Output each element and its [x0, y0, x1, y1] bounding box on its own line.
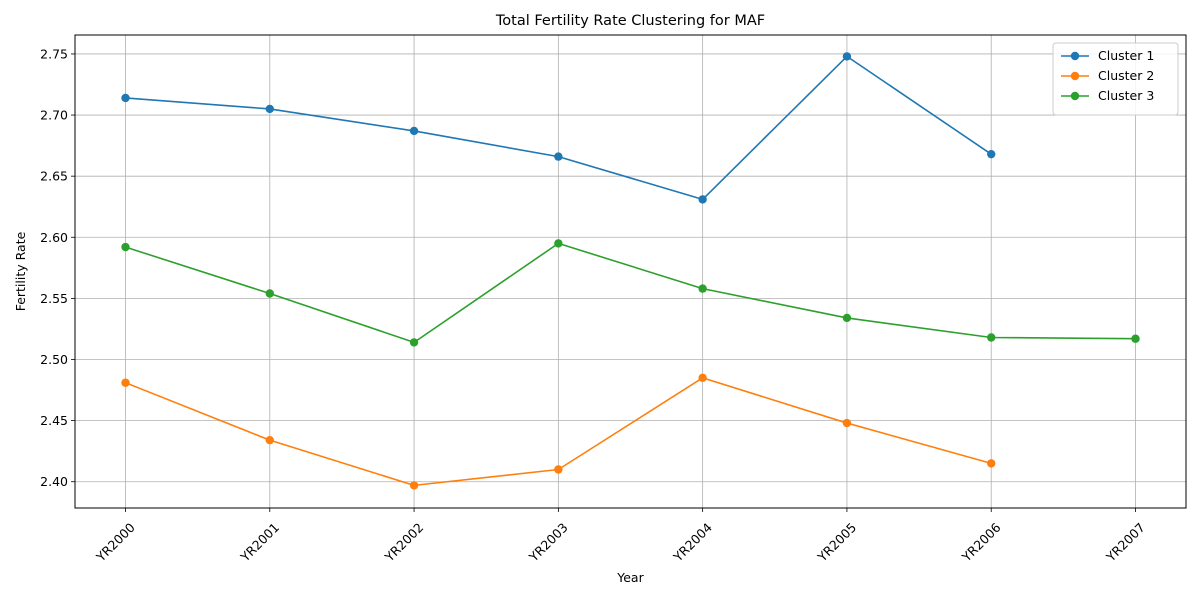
y-axis-label: Fertility Rate: [13, 231, 28, 311]
data-point-cluster-2: [265, 435, 274, 445]
y-tick-label: 2.40: [40, 474, 68, 489]
data-point-cluster-1: [554, 152, 563, 161]
legend-label-cluster-2: Cluster 2: [1098, 68, 1154, 83]
grid: [75, 35, 1186, 508]
plot-frame: [74, 34, 1187, 509]
legend-marker-cluster-1: [1070, 51, 1080, 61]
y-tick-label: 2.65: [40, 169, 68, 184]
data-point-cluster-1: [121, 93, 130, 103]
series-group: [121, 52, 1140, 490]
x-axis-label: Year: [616, 570, 644, 585]
data-point-cluster-2: [987, 459, 996, 468]
data-point-cluster-3: [554, 239, 563, 248]
y-tick-label: 2.50: [40, 352, 68, 367]
y-tick-label: 2.75: [40, 46, 68, 61]
data-point-cluster-1: [842, 52, 852, 61]
data-point-cluster-3: [842, 313, 852, 323]
data-point-cluster-1: [265, 104, 274, 114]
data-point-cluster-2: [698, 373, 707, 383]
data-point-cluster-3: [265, 289, 274, 298]
data-point-cluster-2: [842, 418, 852, 428]
y-tick-label: 2.60: [40, 230, 68, 245]
legend-marker-cluster-3: [1070, 91, 1080, 101]
legend-label-cluster-3: Cluster 3: [1098, 88, 1154, 103]
data-point-cluster-2: [409, 481, 419, 490]
legend-marker-cluster-2: [1070, 71, 1080, 81]
chart-title: Total Fertility Rate Clustering for MAF: [495, 13, 765, 29]
data-point-cluster-2: [121, 378, 130, 387]
y-tick-label: 2.55: [40, 291, 68, 306]
data-point-cluster-1: [987, 149, 996, 159]
data-point-cluster-3: [121, 242, 130, 252]
legend-box: [1052, 42, 1179, 116]
y-tick-label: 2.70: [40, 108, 68, 123]
data-point-cluster-3: [698, 284, 707, 293]
data-point-cluster-2: [554, 465, 563, 474]
data-point-cluster-3: [987, 333, 996, 342]
legend: Cluster 1 Cluster 2 Cluster 3: [1052, 42, 1179, 116]
data-point-cluster-3: [409, 338, 419, 347]
y-tick-label: 2.45: [40, 413, 68, 428]
data-point-cluster-1: [409, 126, 419, 136]
series-line-cluster-3: [125, 242, 1136, 344]
data-point-cluster-3: [1131, 334, 1140, 343]
data-point-cluster-1: [698, 195, 707, 204]
legend-label-cluster-1: Cluster 1: [1098, 48, 1154, 63]
